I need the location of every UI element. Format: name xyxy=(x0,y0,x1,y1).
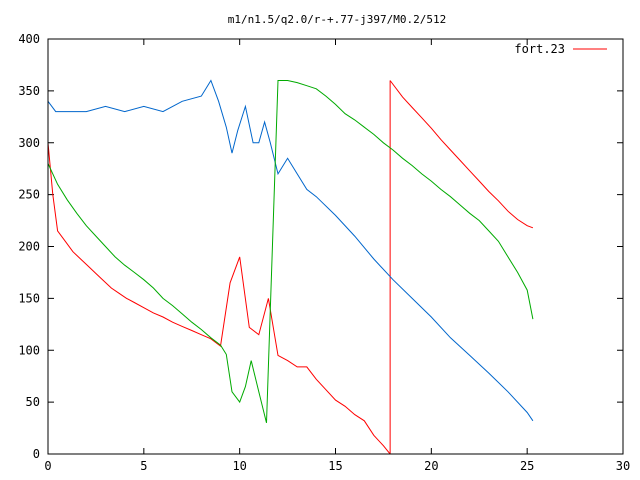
plot-frame xyxy=(47,38,624,455)
y-tick-label: 400 xyxy=(18,32,40,46)
y-tick-label: 350 xyxy=(18,84,40,98)
series-0-line-1 xyxy=(389,80,534,229)
series-0-line-0 xyxy=(48,142,391,454)
y-tick-label: 250 xyxy=(18,188,40,202)
y-tick-label: 200 xyxy=(18,240,40,254)
y-tick-label: 150 xyxy=(18,291,40,305)
y-tick-label: 100 xyxy=(18,343,40,357)
chart-title: m1/n1.5/q2.0/r-+.77-j397/M0.2/512 xyxy=(228,13,447,26)
legend-label: fort.23 xyxy=(514,42,565,56)
x-tick-label: 0 xyxy=(44,459,51,473)
x-tick-label: 5 xyxy=(140,459,147,473)
series-2-line-0 xyxy=(48,80,534,424)
y-tick-label: 0 xyxy=(33,447,40,461)
series-2 xyxy=(48,80,534,424)
series-1-line-0 xyxy=(48,79,534,422)
series-layer xyxy=(48,79,534,454)
series-0 xyxy=(48,80,534,454)
series-1 xyxy=(48,79,534,422)
y-tick-label: 300 xyxy=(18,136,40,150)
x-tick-label: 25 xyxy=(520,459,534,473)
y-tick-label: 50 xyxy=(26,395,40,409)
x-tick-label: 15 xyxy=(328,459,342,473)
x-tick-label: 10 xyxy=(232,459,246,473)
legend: fort.23 xyxy=(514,42,607,56)
x-tick-label: 20 xyxy=(424,459,438,473)
x-tick-label: 30 xyxy=(616,459,630,473)
